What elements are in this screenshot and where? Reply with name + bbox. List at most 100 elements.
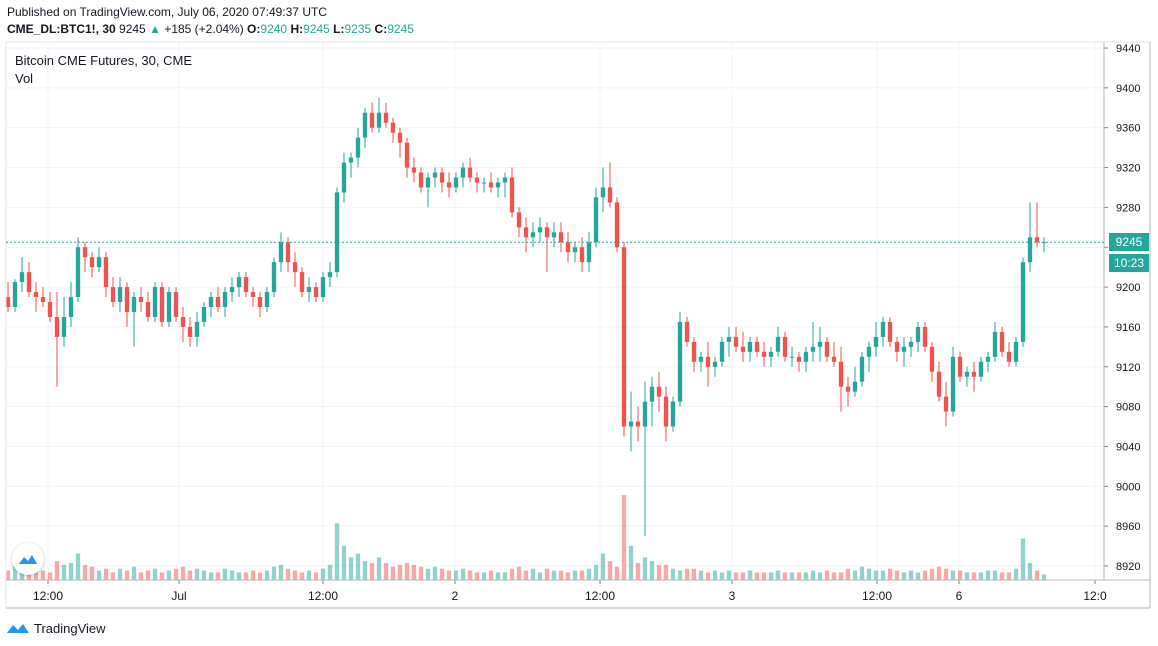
candle bbox=[866, 341, 872, 372]
volume-bar bbox=[418, 566, 424, 580]
candle bbox=[222, 287, 228, 317]
candle bbox=[89, 252, 95, 278]
y-tick-label: 9440 bbox=[1116, 43, 1140, 55]
candle-body bbox=[726, 336, 732, 342]
chart-grid bbox=[6, 42, 1104, 580]
volume-bar bbox=[397, 564, 403, 580]
candle bbox=[502, 172, 508, 198]
volume-bar bbox=[19, 572, 25, 580]
volume-bar bbox=[1013, 568, 1019, 580]
volume-bar bbox=[733, 572, 739, 580]
candle bbox=[327, 262, 333, 288]
candle-body bbox=[642, 401, 648, 427]
volume-bar bbox=[684, 568, 690, 580]
candle-body bbox=[229, 287, 235, 293]
candle bbox=[313, 282, 319, 303]
candle bbox=[159, 282, 165, 327]
candle bbox=[124, 282, 130, 327]
candle bbox=[782, 331, 788, 362]
candle-body bbox=[96, 257, 102, 268]
volume-bar bbox=[754, 572, 760, 580]
candle bbox=[278, 232, 284, 273]
volume-bar bbox=[579, 570, 585, 580]
volume-bar bbox=[467, 570, 473, 580]
volume-bar bbox=[383, 563, 389, 580]
candle-body bbox=[278, 242, 284, 263]
volume-bar bbox=[243, 572, 249, 580]
candle bbox=[96, 247, 102, 273]
candle-body bbox=[684, 321, 690, 342]
volume-bar bbox=[1020, 538, 1026, 580]
candle bbox=[495, 177, 501, 198]
candle bbox=[901, 336, 907, 367]
candle bbox=[740, 331, 746, 362]
volume-bar bbox=[145, 570, 151, 580]
candle bbox=[166, 287, 172, 327]
close-label: C: bbox=[374, 22, 388, 36]
candle bbox=[173, 287, 179, 322]
candle-body bbox=[845, 386, 851, 392]
volume-bar bbox=[446, 570, 452, 580]
candle-body bbox=[670, 401, 676, 427]
candle-body bbox=[355, 137, 361, 158]
low-value: 9235 bbox=[344, 22, 372, 36]
candle-body bbox=[1013, 341, 1019, 362]
candle bbox=[957, 351, 963, 382]
candle bbox=[628, 391, 634, 452]
candle bbox=[453, 172, 459, 193]
candle-body bbox=[82, 247, 88, 258]
volume-bar bbox=[789, 572, 795, 580]
candle-body bbox=[796, 356, 802, 362]
volume-bar bbox=[362, 561, 368, 580]
candle bbox=[1006, 341, 1012, 367]
volume-bar bbox=[103, 568, 109, 580]
volume-bar bbox=[572, 570, 578, 580]
candle bbox=[194, 311, 200, 347]
volume-bar bbox=[376, 557, 382, 580]
candle bbox=[845, 376, 851, 407]
candle-body bbox=[607, 187, 613, 203]
candle-body bbox=[33, 292, 39, 298]
candle bbox=[341, 152, 347, 203]
footer-logo[interactable]: TradingView bbox=[6, 619, 106, 637]
volume-bar bbox=[971, 572, 977, 580]
volume-bar bbox=[831, 572, 837, 580]
chart-title: Bitcoin CME Futures, 30, CME bbox=[15, 53, 192, 68]
candle bbox=[600, 167, 606, 213]
candle bbox=[145, 292, 151, 322]
volume-bar bbox=[89, 566, 95, 580]
candle-body bbox=[649, 386, 655, 402]
volume-bar bbox=[194, 568, 200, 580]
candle-body bbox=[474, 177, 480, 183]
candle bbox=[929, 341, 935, 382]
volume-bar bbox=[264, 570, 270, 580]
candle bbox=[299, 267, 305, 298]
volume-bar bbox=[390, 566, 396, 580]
candle-body bbox=[75, 247, 81, 298]
candle bbox=[551, 222, 557, 248]
volume-bar bbox=[166, 570, 172, 580]
volume-bar bbox=[82, 564, 88, 580]
candle bbox=[649, 376, 655, 427]
candle-body bbox=[131, 297, 137, 312]
candle bbox=[26, 262, 32, 298]
candle-body bbox=[12, 282, 18, 307]
candle bbox=[446, 172, 452, 198]
volume-bar bbox=[726, 570, 732, 580]
candle-body bbox=[250, 292, 256, 298]
volume-bar bbox=[544, 568, 550, 580]
candle-body bbox=[306, 287, 312, 293]
candle-body bbox=[502, 177, 508, 183]
volume-bar bbox=[201, 570, 207, 580]
published-notice: Published on TradingView.com, July 06, 2… bbox=[7, 5, 327, 19]
up-triangle-icon: ▲ bbox=[149, 22, 161, 36]
candle-body bbox=[586, 242, 592, 263]
tradingview-badge[interactable] bbox=[12, 543, 44, 575]
symbol-label: CME_DL:BTC1!, 30 bbox=[7, 22, 116, 36]
candle-body bbox=[187, 326, 193, 337]
volume-bar bbox=[439, 568, 445, 580]
candle bbox=[586, 232, 592, 273]
volume-bar bbox=[404, 563, 410, 580]
candle-body bbox=[334, 192, 340, 273]
